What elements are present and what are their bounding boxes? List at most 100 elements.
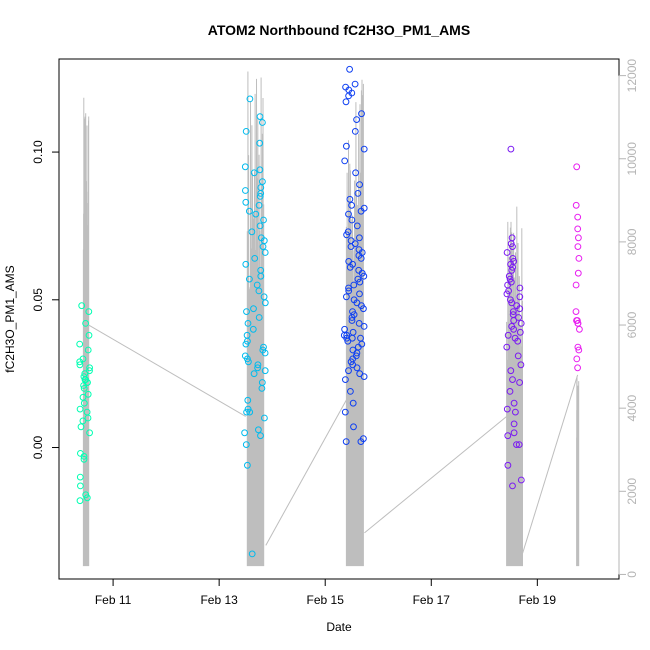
data-point <box>244 396 252 404</box>
y-axis-label: fC2H3O_PM1_AMS <box>3 265 17 372</box>
data-point <box>509 255 517 262</box>
data-point <box>261 349 269 357</box>
data-point <box>77 423 85 431</box>
data-point <box>246 275 253 283</box>
data-point <box>260 216 267 224</box>
data-point <box>356 234 363 242</box>
x-axis-label: Date <box>326 620 352 634</box>
data-point <box>353 349 361 357</box>
data-point <box>246 95 254 103</box>
data-point <box>250 370 258 378</box>
data-point <box>358 110 365 118</box>
data-point <box>360 272 368 280</box>
data-point <box>346 65 354 73</box>
data-point <box>348 317 356 324</box>
altitude-transit-2 <box>265 399 347 546</box>
data-point <box>80 453 88 460</box>
plot-frame <box>58 58 620 580</box>
data-point <box>248 550 256 558</box>
y-axis: 0.00 0.05 0.10 <box>31 140 60 459</box>
data-point <box>503 343 511 351</box>
data-point <box>343 293 350 301</box>
data-point <box>356 290 363 298</box>
x-axis: Feb 11 Feb 13 Feb 15 Feb 17 Feb 19 <box>95 578 557 607</box>
data-point <box>345 92 353 100</box>
data-point <box>256 193 264 200</box>
data-point <box>574 269 582 277</box>
altitude-transit-1 <box>88 324 246 417</box>
data-point <box>345 367 352 375</box>
data-point <box>257 272 265 280</box>
data-point <box>348 216 356 224</box>
data-point <box>506 275 514 283</box>
data-point <box>507 367 515 375</box>
data-point <box>350 281 358 289</box>
x-tick-label: Feb 19 <box>519 593 557 607</box>
data-point <box>355 320 363 327</box>
data-point <box>242 441 250 449</box>
data-point <box>80 382 87 389</box>
data-point <box>249 325 257 333</box>
data-point <box>360 323 368 330</box>
data-point <box>574 364 581 372</box>
data-point <box>345 284 352 292</box>
data-point <box>85 308 93 316</box>
data-point <box>347 243 355 251</box>
y2-tick-label: 0 <box>625 571 639 578</box>
data-point <box>255 201 263 209</box>
data-point <box>572 201 580 209</box>
y2-tick-label: 6000 <box>625 311 639 338</box>
data-point <box>517 361 525 369</box>
data-point <box>83 494 91 502</box>
data-point <box>257 190 265 197</box>
data-point <box>260 343 267 351</box>
data-point <box>80 399 88 407</box>
data-point <box>243 408 251 416</box>
data-point <box>341 408 349 416</box>
data-point <box>573 355 581 363</box>
data-point <box>503 405 511 413</box>
data-point <box>516 379 523 386</box>
data-point <box>259 119 266 126</box>
data-point <box>341 157 349 165</box>
data-point <box>241 163 249 171</box>
data-point <box>86 429 93 437</box>
data-point <box>85 331 93 339</box>
data-point <box>514 337 522 345</box>
data-point <box>251 255 259 262</box>
data-point <box>254 364 262 372</box>
data-point <box>574 317 581 324</box>
data-point <box>342 438 350 446</box>
data-point <box>255 314 263 321</box>
data-point <box>574 213 582 221</box>
data-point <box>256 166 264 174</box>
data-point <box>515 314 522 321</box>
data-point <box>509 482 516 490</box>
data-point <box>346 263 354 271</box>
data-point <box>242 260 250 268</box>
data-point <box>76 405 84 413</box>
data-point <box>250 305 257 313</box>
data-point <box>86 364 93 372</box>
data-point <box>259 243 267 251</box>
data-point <box>509 376 516 384</box>
data-point <box>515 441 523 449</box>
data-point <box>242 128 250 135</box>
data-point <box>510 325 517 333</box>
data-point <box>506 388 514 395</box>
data-point <box>509 263 516 271</box>
data-point <box>516 328 524 336</box>
data-point <box>345 287 353 295</box>
x-tick-label: Feb 13 <box>200 593 238 607</box>
x-tick-label: Feb 11 <box>95 593 132 607</box>
data-point <box>353 364 361 372</box>
data-point <box>509 243 516 251</box>
x-tick-label: Feb 17 <box>413 593 451 607</box>
data-point <box>244 320 252 327</box>
data-point <box>510 317 518 324</box>
data-point <box>575 346 583 354</box>
data-point <box>77 482 84 490</box>
data-point <box>508 266 516 274</box>
data-point <box>348 201 356 209</box>
data-point <box>347 388 354 395</box>
